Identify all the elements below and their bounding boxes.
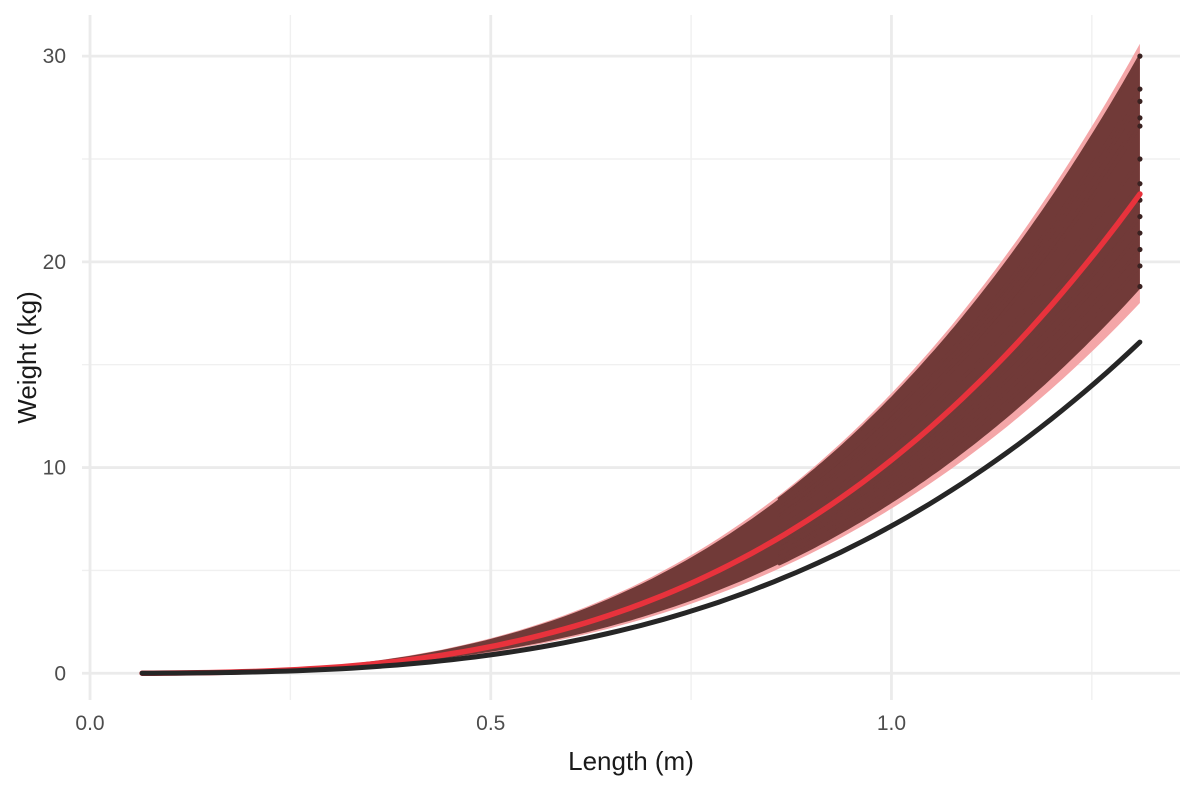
y-tick-label: 0 xyxy=(54,662,66,685)
draw-line xyxy=(777,231,1142,551)
y-tick-label: 20 xyxy=(43,251,66,274)
draw-line xyxy=(777,116,1142,518)
draw-endpoint xyxy=(1137,115,1143,121)
draw-line xyxy=(777,124,1142,520)
draw-line xyxy=(777,157,1142,530)
y-axis-title: Weight (kg) xyxy=(12,291,42,423)
y-tick-labels: 0 10 20 30 xyxy=(43,45,66,685)
draw-endpoint xyxy=(1137,213,1143,220)
draw-endpoint xyxy=(1137,263,1143,269)
draw-endpoint xyxy=(1137,53,1143,59)
grid-major xyxy=(82,15,1180,700)
draw-endpoint xyxy=(1137,86,1143,92)
reference-line xyxy=(139,339,1143,676)
draw-endpoint xyxy=(1137,98,1143,104)
draw-line xyxy=(777,87,1142,510)
y-tick-label: 30 xyxy=(43,45,66,68)
x-axis-title: Length (m) xyxy=(568,746,694,776)
draw-endpoint xyxy=(1137,230,1143,236)
draw-line xyxy=(777,247,1142,555)
reference-curve xyxy=(139,339,1143,676)
draw-endpoint xyxy=(1137,123,1143,129)
draw-line xyxy=(777,182,1142,537)
draw-endpoint xyxy=(1137,156,1143,162)
draw-line xyxy=(777,215,1142,546)
x-tick-label: 0.0 xyxy=(75,712,104,735)
draw-line xyxy=(777,54,1142,501)
x-tick-labels: 0.0 0.5 1.0 xyxy=(75,712,906,735)
draw-line xyxy=(777,264,1142,560)
draw-line xyxy=(777,284,1142,566)
posterior-draws xyxy=(142,53,1143,674)
draw-line xyxy=(777,99,1142,514)
y-tick-label: 10 xyxy=(43,457,66,480)
draw-endpoint xyxy=(1137,181,1143,187)
draw-endpoint xyxy=(1137,246,1143,253)
x-tick-label: 1.0 xyxy=(877,712,906,735)
x-tick-label: 0.5 xyxy=(476,712,505,735)
draw-endpoint xyxy=(1137,283,1143,290)
